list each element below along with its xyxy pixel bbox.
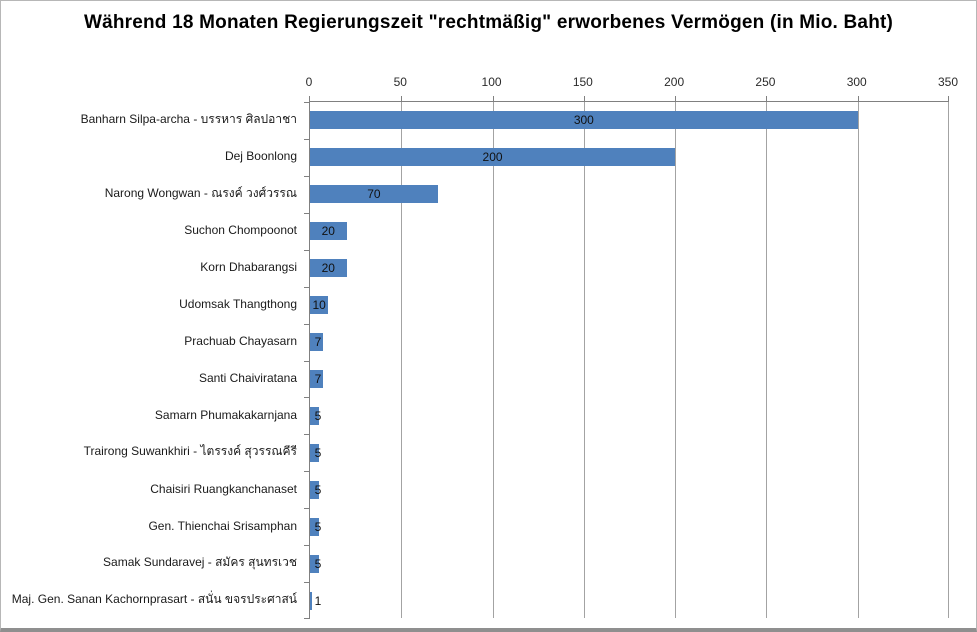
gridline <box>401 102 403 618</box>
bar: 5 <box>310 517 322 536</box>
bar-value-label: 20 <box>321 224 335 239</box>
chart-title: Während 18 Monaten Regierungszeit "recht… <box>83 12 894 33</box>
category-label: Udomsak Thangthong <box>179 297 297 312</box>
bar-value-label: 200 <box>482 150 503 165</box>
bar-value-label: 5 <box>314 519 322 534</box>
category-tick-mark <box>304 287 310 288</box>
bar-value-label: 20 <box>321 261 335 276</box>
x-tick-label: 250 <box>755 75 776 89</box>
gridline <box>766 102 768 618</box>
bar: 10 <box>310 296 329 315</box>
bar: 7 <box>310 369 323 388</box>
category-label: Gen. Thienchai Srisamphan <box>148 518 297 533</box>
category-label: Banharn Silpa-archa - บรรหาร ศิลปอาชา <box>80 111 297 126</box>
x-tick-mark <box>309 96 310 102</box>
category-tick-mark <box>304 618 310 619</box>
x-tick-mark <box>766 96 768 102</box>
bar: 20 <box>310 259 347 278</box>
x-tick-mark <box>583 96 585 102</box>
bar-value-label: 7 <box>314 371 322 386</box>
bar-value-label: 5 <box>314 556 322 571</box>
bar: 300 <box>310 111 858 130</box>
bar-value-label: 5 <box>314 445 322 460</box>
bar: 200 <box>310 148 676 167</box>
category-label: Trairong Suwankhiri - ไตรรงค์ สุวรรณคีรี <box>83 444 297 459</box>
x-axis: 0 50 100 150 200 250 300 350 <box>305 75 958 91</box>
bar: 5 <box>310 554 322 573</box>
gridline <box>857 102 859 618</box>
category-label: Santi Chaiviratana <box>198 370 297 385</box>
bar: 5 <box>310 443 322 462</box>
category-tick-mark <box>304 397 310 398</box>
bar-value-label: 1 <box>314 593 322 608</box>
category-label: Suchon Chompoonot <box>184 223 297 238</box>
bar: 5 <box>310 480 322 499</box>
x-tick-label: 100 <box>481 75 502 89</box>
category-label: Samarn Phumakakarnjana <box>154 407 297 422</box>
x-tick-label: 200 <box>664 75 685 89</box>
category-label: Korn Dhabarangsi <box>200 260 297 275</box>
bar: 1 <box>310 591 321 610</box>
category-axis: Banharn Silpa-archa - บรรหาร ศิลปอาชา Dej… <box>1 101 303 618</box>
category-label: Chaisiri Ruangkanchanaset <box>150 481 297 496</box>
x-tick-mark <box>857 96 859 102</box>
plot-area: 300 200 70 20 20 10 7 7 5 5 5 5 5 1 <box>304 96 949 619</box>
x-tick-label: 300 <box>846 75 867 89</box>
gridline <box>675 102 677 618</box>
category-tick-mark <box>304 176 310 177</box>
category-tick-mark <box>304 582 310 583</box>
x-tick-mark <box>675 96 677 102</box>
gridline <box>948 102 949 618</box>
bar-value-label: 10 <box>312 298 326 313</box>
x-tick-mark <box>948 96 949 102</box>
category-label: Narong Wongwan - ณรงค์ วงศ์วรรณ <box>104 185 297 200</box>
category-label: Maj. Gen. Sanan Kachornprasart - สนั่น ข… <box>11 592 297 607</box>
gridline <box>583 102 585 618</box>
category-tick-mark <box>304 434 310 435</box>
category-tick-mark <box>304 250 310 251</box>
category-tick-mark <box>304 139 310 140</box>
category-tick-mark <box>304 361 310 362</box>
category-label: Samak Sundaravej - สมัคร สุนทรเวช <box>103 555 297 570</box>
x-tick-label: 50 <box>393 75 407 89</box>
gridline <box>492 102 494 618</box>
category-tick-mark <box>304 102 310 103</box>
bar-value-label: 300 <box>573 113 594 128</box>
bar-value-label: 5 <box>314 408 322 423</box>
bar: 5 <box>310 406 322 425</box>
x-tick-mark <box>492 96 494 102</box>
bar-value-label: 7 <box>314 335 322 350</box>
category-tick-mark <box>304 213 310 214</box>
category-label: Dej Boonlong <box>224 149 297 164</box>
category-tick-mark <box>304 471 310 472</box>
bar-value-label: 5 <box>314 482 322 497</box>
category-tick-mark <box>304 508 310 509</box>
x-tick-label: 0 <box>305 75 313 89</box>
x-tick-mark <box>401 96 403 102</box>
x-tick-label: 350 <box>937 75 959 89</box>
category-tick-mark <box>304 324 310 325</box>
category-tick-mark <box>304 545 310 546</box>
x-tick-label: 150 <box>572 75 593 89</box>
bar: 7 <box>310 333 323 352</box>
category-label: Prachuab Chayasarn <box>184 334 297 349</box>
bar: 20 <box>310 222 347 241</box>
bar: 70 <box>310 185 438 204</box>
bar-value-label: 70 <box>367 187 381 202</box>
